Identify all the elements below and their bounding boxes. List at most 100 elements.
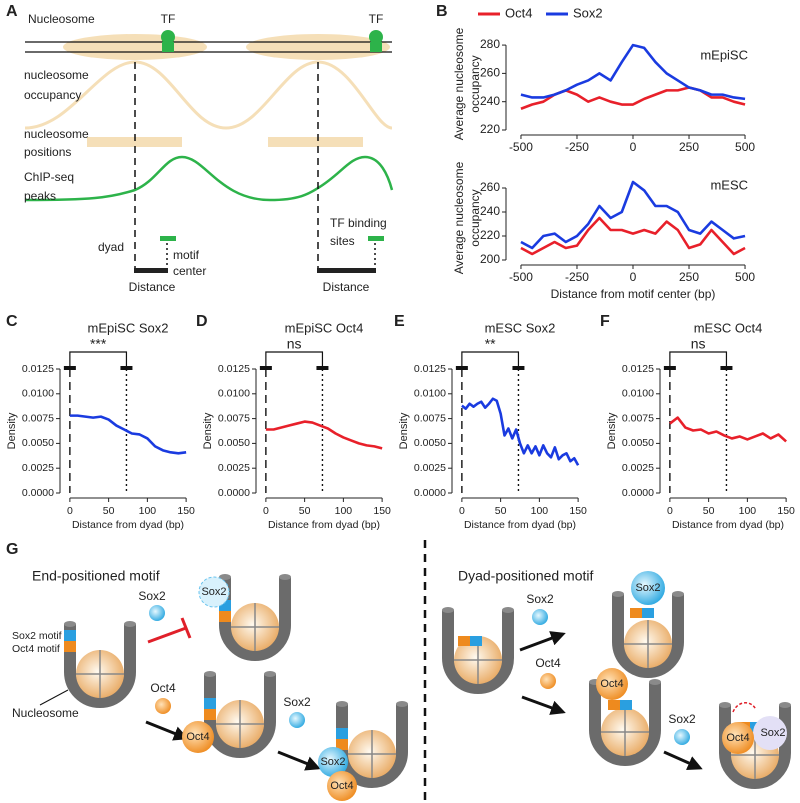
nucleosome-shape	[246, 34, 390, 60]
motif	[630, 608, 642, 618]
y-axis-label: Density	[202, 412, 214, 449]
sox2-ball	[674, 729, 690, 745]
label: Nucleosome	[28, 12, 95, 26]
x-axis-label: Distance from dyad (bp)	[72, 519, 184, 531]
label: Sox2	[201, 586, 226, 598]
motif	[608, 700, 620, 710]
y-tick-label: 220	[480, 228, 500, 242]
x-tick-label: 500	[735, 140, 755, 154]
y-tick-label: 0.0100	[414, 388, 446, 400]
data-line	[265, 420, 383, 450]
tf-site	[162, 42, 174, 52]
oct4-ball	[182, 721, 214, 753]
y-axis-label: Density	[6, 412, 18, 449]
bracket	[265, 351, 324, 366]
y-axis-label: Density	[398, 412, 410, 449]
label: center	[173, 264, 206, 278]
label: sites	[330, 234, 355, 248]
y-tick-label: 0.0050	[414, 437, 446, 449]
occupancy-curve	[24, 60, 393, 130]
y-tick-label: 0.0000	[622, 487, 654, 499]
distance-bar	[134, 268, 168, 273]
y-tick-label: 260	[480, 180, 500, 194]
label: Sox2	[760, 727, 785, 739]
diagram-a: Nucleosome TF TF nucleosome occupancy nu…	[24, 12, 394, 294]
x-axis-label: Distance from motif center (bp)	[551, 287, 716, 301]
inhibit	[180, 617, 192, 639]
x-tick-label: 0	[630, 270, 637, 284]
label: TF	[369, 12, 384, 26]
bracket-end	[663, 366, 676, 370]
sox2-ball	[532, 609, 548, 625]
y-tick-label: 0.0000	[414, 487, 446, 499]
bracket	[69, 351, 128, 366]
y-tick-label: 0.0050	[622, 437, 654, 449]
arrow	[519, 631, 566, 652]
label: Nucleosome	[12, 706, 79, 720]
y-tick-label: 0.0125	[622, 363, 654, 375]
motif	[620, 700, 632, 710]
significance: ***	[90, 336, 107, 352]
y-tick-label: 0.0025	[622, 462, 654, 474]
label: Sox2	[138, 589, 166, 603]
x-tick-label: 0	[459, 505, 465, 517]
label: Distance	[129, 280, 176, 294]
y-axis-label: Average nucleosome	[452, 27, 466, 140]
panel-label: C	[6, 313, 18, 330]
motif	[336, 739, 348, 750]
panel-label: G	[6, 541, 18, 558]
y-tick-label: 0.0075	[22, 412, 54, 424]
arrow	[277, 750, 321, 771]
diagram-g: End-positioned motif Dyad-positioned mot…	[12, 540, 791, 803]
label: Oct4 motif	[12, 643, 60, 655]
x-tick-label: 100	[139, 505, 157, 517]
tf-site	[370, 42, 382, 52]
position-bar	[268, 137, 363, 147]
oct4-ball	[327, 771, 357, 801]
motif	[219, 600, 231, 611]
motif	[64, 641, 76, 652]
x-tick-label: 0	[630, 140, 637, 154]
panel-label: B	[436, 3, 448, 20]
label: Oct4	[186, 731, 209, 743]
x-axis-label: Distance from dyad (bp)	[672, 519, 784, 531]
chart-title: mESC Oct4	[694, 320, 763, 335]
panel-label: F	[600, 313, 610, 330]
label: Distance	[323, 280, 370, 294]
label: Sox2	[283, 695, 311, 709]
y-tick-label: 260	[480, 66, 500, 80]
motif	[336, 728, 348, 739]
x-tick-label: 100	[335, 505, 353, 517]
data-line	[520, 43, 746, 101]
motif	[458, 636, 470, 646]
y-tick-label: 280	[480, 37, 500, 51]
x-tick-label: 50	[703, 505, 715, 517]
y-axis-label: Density	[606, 412, 618, 449]
x-tick-label: 250	[679, 270, 699, 284]
y-tick-label: 0.0075	[414, 412, 446, 424]
x-tick-label: 50	[495, 505, 507, 517]
label: Dyad-positioned motif	[458, 568, 594, 584]
y-tick-label: 0.0125	[414, 363, 446, 375]
label: positions	[24, 145, 71, 159]
label: nucleosome	[24, 68, 89, 82]
y-tick-label: 0.0050	[218, 437, 250, 449]
x-tick-label: 50	[103, 505, 115, 517]
motif-bar	[368, 236, 384, 241]
label: TF binding	[330, 216, 387, 230]
nucleosome-icon	[442, 607, 514, 688]
label: occupancy	[24, 88, 81, 102]
sox2-ghost	[198, 576, 230, 608]
arrow	[145, 720, 189, 741]
chart-title: mEpiSC Oct4	[285, 320, 364, 335]
label: Sox2	[320, 756, 345, 768]
legend-label: Oct4	[505, 5, 532, 20]
oct4-ball	[722, 722, 754, 754]
significance: ns	[287, 336, 302, 352]
inhibit	[147, 626, 187, 644]
y-tick-label: 0.0000	[22, 487, 54, 499]
data-line	[669, 416, 787, 443]
x-tick-label: 150	[569, 505, 587, 517]
tf-shape	[369, 30, 383, 44]
chart-title: mESC	[710, 177, 748, 192]
